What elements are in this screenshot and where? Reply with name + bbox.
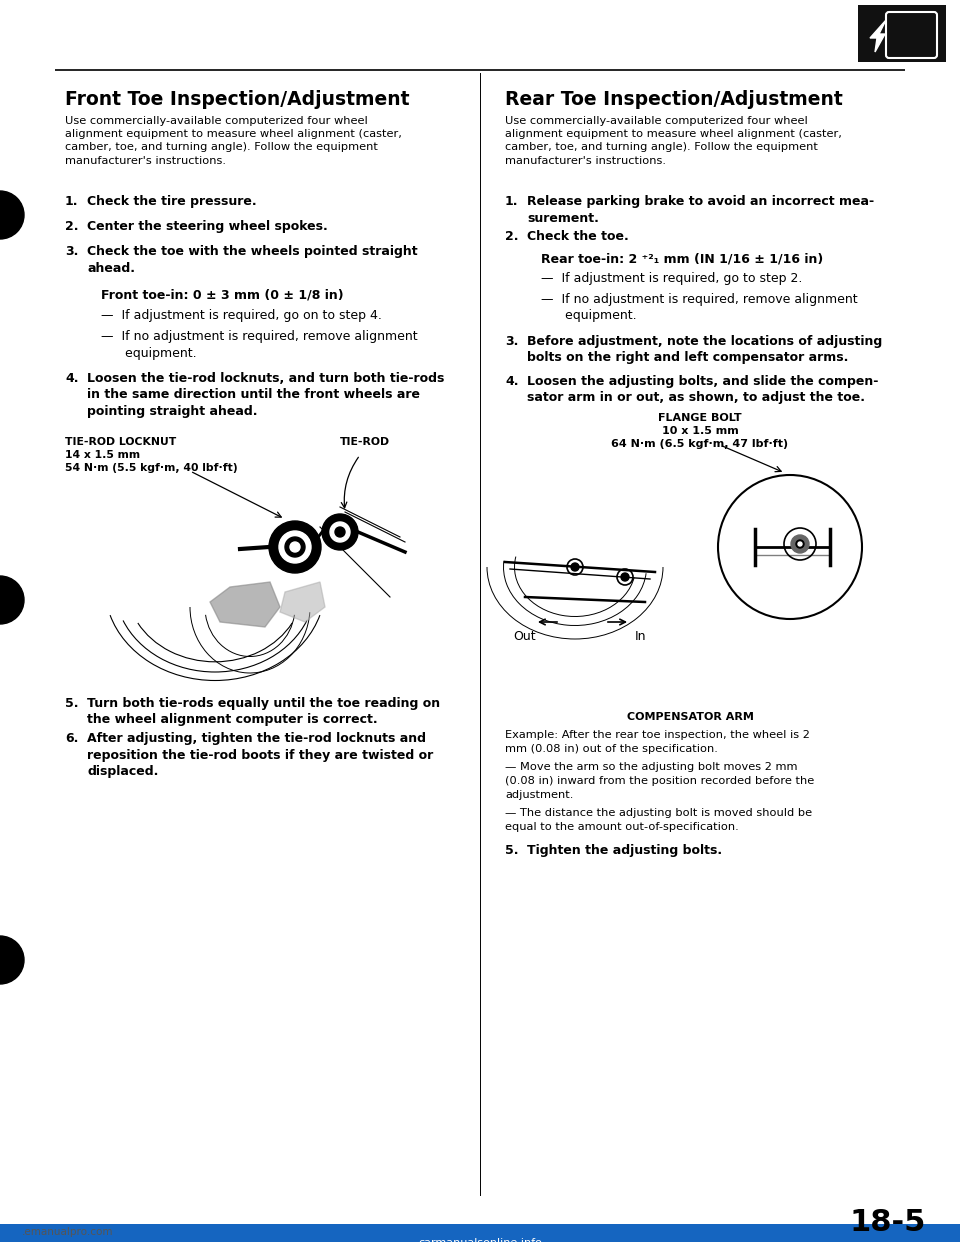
- Wedge shape: [0, 576, 24, 623]
- Text: Center the steering wheel spokes.: Center the steering wheel spokes.: [87, 220, 327, 233]
- Circle shape: [621, 573, 629, 581]
- Text: 5.: 5.: [505, 845, 518, 857]
- Circle shape: [791, 535, 809, 553]
- Circle shape: [285, 537, 305, 556]
- Text: 10 x 1.5 mm: 10 x 1.5 mm: [661, 426, 738, 436]
- Text: 6.: 6.: [65, 732, 79, 745]
- Text: —  If no adjustment is required, remove alignment
      equipment.: — If no adjustment is required, remove a…: [101, 330, 418, 359]
- Text: .emanualpro.com: .emanualpro.com: [22, 1227, 113, 1237]
- Text: —  If adjustment is required, go on to step 4.: — If adjustment is required, go on to st…: [101, 309, 382, 322]
- Text: 1.: 1.: [65, 195, 79, 207]
- Text: TIE-ROD: TIE-ROD: [340, 437, 390, 447]
- Text: 3.: 3.: [65, 245, 79, 258]
- Text: 3.: 3.: [505, 335, 518, 348]
- Text: Use commercially-available computerized four wheel
alignment equipment to measur: Use commercially-available computerized …: [65, 116, 402, 165]
- Text: — Move the arm so the adjusting bolt moves 2 mm: — Move the arm so the adjusting bolt mov…: [505, 763, 798, 773]
- Text: (0.08 in) inward from the position recorded before the: (0.08 in) inward from the position recor…: [505, 776, 814, 786]
- Text: 4.: 4.: [65, 373, 79, 385]
- Text: After adjusting, tighten the tie-rod locknuts and
reposition the tie-rod boots i: After adjusting, tighten the tie-rod loc…: [87, 732, 433, 777]
- Text: 64 N·m (6.5 kgf·m, 47 lbf·ft): 64 N·m (6.5 kgf·m, 47 lbf·ft): [612, 438, 788, 450]
- Text: 1.: 1.: [505, 195, 518, 207]
- Text: Example: After the rear toe inspection, the wheel is 2: Example: After the rear toe inspection, …: [505, 730, 810, 740]
- Text: Release parking brake to avoid an incorrect mea-
surement.: Release parking brake to avoid an incorr…: [527, 195, 875, 225]
- Text: —  If no adjustment is required, remove alignment
      equipment.: — If no adjustment is required, remove a…: [541, 293, 857, 323]
- Text: Check the toe.: Check the toe.: [527, 230, 629, 243]
- FancyBboxPatch shape: [0, 1225, 960, 1242]
- Text: mm (0.08 in) out of the specification.: mm (0.08 in) out of the specification.: [505, 744, 718, 754]
- FancyBboxPatch shape: [858, 5, 946, 62]
- Text: Use commercially-available computerized four wheel
alignment equipment to measur: Use commercially-available computerized …: [505, 116, 842, 165]
- Circle shape: [290, 542, 300, 551]
- Text: 54 N·m (5.5 kgf·m, 40 lbf·ft): 54 N·m (5.5 kgf·m, 40 lbf·ft): [65, 463, 238, 473]
- Text: Front Toe Inspection/Adjustment: Front Toe Inspection/Adjustment: [65, 89, 410, 109]
- Text: In: In: [635, 630, 646, 643]
- Circle shape: [279, 532, 311, 563]
- Circle shape: [330, 522, 350, 542]
- Circle shape: [269, 520, 321, 573]
- Text: 5.: 5.: [65, 697, 79, 710]
- Circle shape: [798, 542, 802, 546]
- Circle shape: [571, 563, 579, 571]
- Polygon shape: [870, 20, 886, 52]
- Circle shape: [335, 527, 345, 537]
- Text: Tighten the adjusting bolts.: Tighten the adjusting bolts.: [527, 845, 722, 857]
- Text: Loosen the tie-rod locknuts, and turn both tie-rods
in the same direction until : Loosen the tie-rod locknuts, and turn bo…: [87, 373, 444, 419]
- Text: Check the tire pressure.: Check the tire pressure.: [87, 195, 256, 207]
- Text: Out: Out: [514, 630, 537, 643]
- Text: Before adjustment, note the locations of adjusting
bolts on the right and left c: Before adjustment, note the locations of…: [527, 335, 882, 364]
- Circle shape: [322, 514, 358, 550]
- Text: 4.: 4.: [505, 375, 518, 388]
- Text: —  If adjustment is required, go to step 2.: — If adjustment is required, go to step …: [541, 272, 803, 284]
- Text: equal to the amount out-of-specification.: equal to the amount out-of-specification…: [505, 822, 739, 832]
- Text: adjustment.: adjustment.: [505, 790, 573, 800]
- Text: 2.: 2.: [65, 220, 79, 233]
- Text: Check the toe with the wheels pointed straight
ahead.: Check the toe with the wheels pointed st…: [87, 245, 418, 274]
- Text: 14 x 1.5 mm: 14 x 1.5 mm: [65, 450, 140, 460]
- Text: carmanualsonline.info: carmanualsonline.info: [418, 1238, 542, 1242]
- Text: COMPENSATOR ARM: COMPENSATOR ARM: [627, 712, 754, 722]
- Text: — The distance the adjusting bolt is moved should be: — The distance the adjusting bolt is mov…: [505, 809, 812, 818]
- Text: Rear toe-in: 2 ⁺²₁ mm (IN 1/16 ± 1/16 in): Rear toe-in: 2 ⁺²₁ mm (IN 1/16 ± 1/16 in…: [541, 252, 824, 265]
- Text: 18-5: 18-5: [850, 1208, 926, 1237]
- Wedge shape: [0, 191, 24, 238]
- Polygon shape: [210, 582, 280, 627]
- Text: TIE-ROD LOCKNUT: TIE-ROD LOCKNUT: [65, 437, 177, 447]
- Text: Turn both tie-rods equally until the toe reading on
the wheel alignment computer: Turn both tie-rods equally until the toe…: [87, 697, 440, 727]
- Text: FLANGE BOLT: FLANGE BOLT: [659, 414, 742, 424]
- Text: 2.: 2.: [505, 230, 518, 243]
- Wedge shape: [0, 936, 24, 984]
- Polygon shape: [280, 582, 325, 622]
- Text: Loosen the adjusting bolts, and slide the compen-
sator arm in or out, as shown,: Loosen the adjusting bolts, and slide th…: [527, 375, 878, 405]
- Text: Rear Toe Inspection/Adjustment: Rear Toe Inspection/Adjustment: [505, 89, 843, 109]
- Text: Front toe-in: 0 ± 3 mm (0 ± 1/8 in): Front toe-in: 0 ± 3 mm (0 ± 1/8 in): [101, 289, 344, 302]
- Circle shape: [796, 540, 804, 548]
